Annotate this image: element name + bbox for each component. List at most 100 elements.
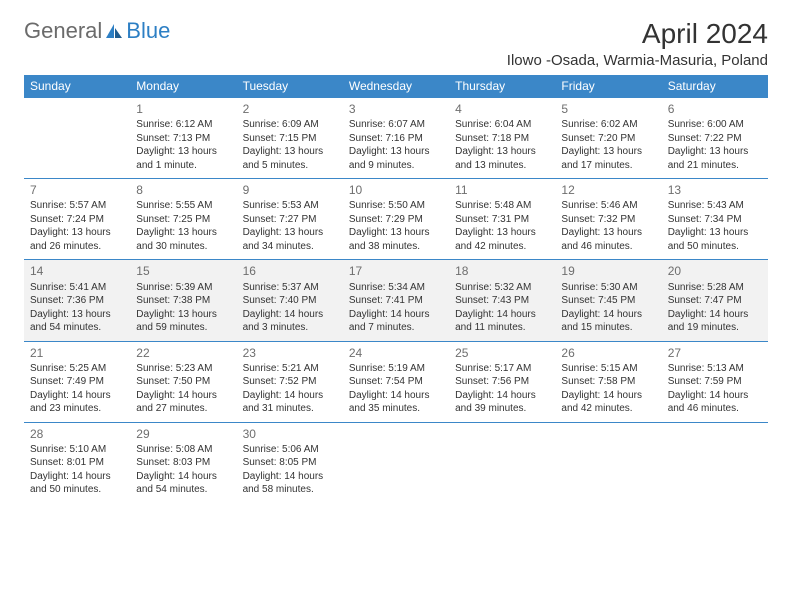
day-number: 27 bbox=[668, 345, 762, 361]
day-number: 25 bbox=[455, 345, 549, 361]
logo: General Blue bbox=[24, 18, 170, 44]
day-info-line: Sunrise: 5:46 AM bbox=[561, 199, 655, 213]
day-info-line: and 34 minutes. bbox=[243, 240, 337, 254]
weekday-header: Sunday bbox=[24, 75, 130, 98]
day-info-line: Sunrise: 5:08 AM bbox=[136, 443, 230, 457]
weekday-header: Saturday bbox=[662, 75, 768, 98]
day-info-line: Sunrise: 5:15 AM bbox=[561, 362, 655, 376]
day-number: 23 bbox=[243, 345, 337, 361]
day-info-line: Daylight: 14 hours bbox=[243, 389, 337, 403]
calendar-week-row: 14Sunrise: 5:41 AMSunset: 7:36 PMDayligh… bbox=[24, 260, 768, 341]
day-number: 5 bbox=[561, 101, 655, 117]
day-info-line: Sunset: 7:38 PM bbox=[136, 294, 230, 308]
day-info-line: Daylight: 14 hours bbox=[30, 389, 124, 403]
calendar-head: SundayMondayTuesdayWednesdayThursdayFrid… bbox=[24, 75, 768, 98]
day-info-line: and 54 minutes. bbox=[30, 321, 124, 335]
day-info-line: Daylight: 13 hours bbox=[30, 308, 124, 322]
calendar-day-cell: 20Sunrise: 5:28 AMSunset: 7:47 PMDayligh… bbox=[662, 260, 768, 341]
title-block: April 2024 Ilowo -Osada, Warmia-Masuria,… bbox=[507, 18, 768, 69]
day-info-line: Sunrise: 6:12 AM bbox=[136, 118, 230, 132]
calendar-body: 1Sunrise: 6:12 AMSunset: 7:13 PMDaylight… bbox=[24, 98, 768, 503]
day-number: 4 bbox=[455, 101, 549, 117]
day-info-line: and 58 minutes. bbox=[243, 483, 337, 497]
day-info-line: and 23 minutes. bbox=[30, 402, 124, 416]
calendar-day-cell: 23Sunrise: 5:21 AMSunset: 7:52 PMDayligh… bbox=[237, 341, 343, 422]
calendar-day-cell: 29Sunrise: 5:08 AMSunset: 8:03 PMDayligh… bbox=[130, 422, 236, 503]
day-info-line: and 3 minutes. bbox=[243, 321, 337, 335]
day-number: 14 bbox=[30, 263, 124, 279]
day-info-line: Sunset: 7:34 PM bbox=[668, 213, 762, 227]
calendar-day-cell: 30Sunrise: 5:06 AMSunset: 8:05 PMDayligh… bbox=[237, 422, 343, 503]
day-number: 7 bbox=[30, 182, 124, 198]
calendar-day-cell: 1Sunrise: 6:12 AMSunset: 7:13 PMDaylight… bbox=[130, 98, 236, 179]
day-number: 2 bbox=[243, 101, 337, 117]
day-info-line: Daylight: 14 hours bbox=[136, 470, 230, 484]
day-info-line: Daylight: 13 hours bbox=[349, 226, 443, 240]
day-info-line: Daylight: 14 hours bbox=[30, 470, 124, 484]
day-info-line: Sunrise: 5:57 AM bbox=[30, 199, 124, 213]
day-info-line: Sunrise: 5:13 AM bbox=[668, 362, 762, 376]
calendar-table: SundayMondayTuesdayWednesdayThursdayFrid… bbox=[24, 75, 768, 503]
calendar-day-cell: 16Sunrise: 5:37 AMSunset: 7:40 PMDayligh… bbox=[237, 260, 343, 341]
day-info-line: and 30 minutes. bbox=[136, 240, 230, 254]
day-info-line: Sunrise: 5:28 AM bbox=[668, 281, 762, 295]
weekday-header: Thursday bbox=[449, 75, 555, 98]
day-info-line: Sunrise: 5:23 AM bbox=[136, 362, 230, 376]
day-info-line: Daylight: 13 hours bbox=[668, 145, 762, 159]
day-info-line: Sunrise: 5:10 AM bbox=[30, 443, 124, 457]
day-info-line: and 42 minutes. bbox=[455, 240, 549, 254]
calendar-day-cell: 5Sunrise: 6:02 AMSunset: 7:20 PMDaylight… bbox=[555, 98, 661, 179]
calendar-day-cell bbox=[555, 422, 661, 503]
day-info-line: and 7 minutes. bbox=[349, 321, 443, 335]
day-info-line: Daylight: 13 hours bbox=[136, 145, 230, 159]
day-info-line: Sunset: 7:58 PM bbox=[561, 375, 655, 389]
day-info-line: Daylight: 14 hours bbox=[455, 389, 549, 403]
day-info-line: Sunset: 7:22 PM bbox=[668, 132, 762, 146]
day-info-line: Sunrise: 5:25 AM bbox=[30, 362, 124, 376]
calendar-day-cell: 13Sunrise: 5:43 AMSunset: 7:34 PMDayligh… bbox=[662, 179, 768, 260]
weekday-header: Monday bbox=[130, 75, 236, 98]
day-info-line: Daylight: 13 hours bbox=[243, 145, 337, 159]
day-info-line: Sunset: 7:54 PM bbox=[349, 375, 443, 389]
calendar-day-cell: 9Sunrise: 5:53 AMSunset: 7:27 PMDaylight… bbox=[237, 179, 343, 260]
calendar-day-cell: 3Sunrise: 6:07 AMSunset: 7:16 PMDaylight… bbox=[343, 98, 449, 179]
day-info-line: Daylight: 13 hours bbox=[136, 226, 230, 240]
day-info-line: and 9 minutes. bbox=[349, 159, 443, 173]
day-number: 29 bbox=[136, 426, 230, 442]
day-number: 17 bbox=[349, 263, 443, 279]
day-number: 21 bbox=[30, 345, 124, 361]
calendar-day-cell: 14Sunrise: 5:41 AMSunset: 7:36 PMDayligh… bbox=[24, 260, 130, 341]
day-info-line: Sunset: 7:49 PM bbox=[30, 375, 124, 389]
day-info-line: Sunset: 7:50 PM bbox=[136, 375, 230, 389]
day-info-line: and 54 minutes. bbox=[136, 483, 230, 497]
calendar-day-cell: 18Sunrise: 5:32 AMSunset: 7:43 PMDayligh… bbox=[449, 260, 555, 341]
day-info-line: Daylight: 13 hours bbox=[561, 226, 655, 240]
day-info-line: Sunset: 7:27 PM bbox=[243, 213, 337, 227]
calendar-week-row: 1Sunrise: 6:12 AMSunset: 7:13 PMDaylight… bbox=[24, 98, 768, 179]
day-info-line: Sunrise: 5:17 AM bbox=[455, 362, 549, 376]
day-info-line: Daylight: 14 hours bbox=[136, 389, 230, 403]
day-info-line: and 21 minutes. bbox=[668, 159, 762, 173]
day-info-line: and 50 minutes. bbox=[668, 240, 762, 254]
calendar-week-row: 7Sunrise: 5:57 AMSunset: 7:24 PMDaylight… bbox=[24, 179, 768, 260]
day-info-line: Daylight: 14 hours bbox=[668, 308, 762, 322]
day-info-line: Sunrise: 6:04 AM bbox=[455, 118, 549, 132]
day-info-line: Sunrise: 5:34 AM bbox=[349, 281, 443, 295]
day-info-line: Sunset: 7:31 PM bbox=[455, 213, 549, 227]
day-info-line: Sunset: 7:45 PM bbox=[561, 294, 655, 308]
day-number: 10 bbox=[349, 182, 443, 198]
calendar-day-cell: 6Sunrise: 6:00 AMSunset: 7:22 PMDaylight… bbox=[662, 98, 768, 179]
day-info-line: Sunrise: 5:06 AM bbox=[243, 443, 337, 457]
logo-text-general: General bbox=[24, 18, 102, 44]
day-info-line: Sunset: 7:59 PM bbox=[668, 375, 762, 389]
day-info-line: Sunset: 7:18 PM bbox=[455, 132, 549, 146]
calendar-day-cell bbox=[449, 422, 555, 503]
day-info-line: and 35 minutes. bbox=[349, 402, 443, 416]
day-number: 19 bbox=[561, 263, 655, 279]
calendar-day-cell: 7Sunrise: 5:57 AMSunset: 7:24 PMDaylight… bbox=[24, 179, 130, 260]
day-info-line: Sunset: 7:16 PM bbox=[349, 132, 443, 146]
calendar-day-cell: 2Sunrise: 6:09 AMSunset: 7:15 PMDaylight… bbox=[237, 98, 343, 179]
day-info-line: Daylight: 13 hours bbox=[455, 226, 549, 240]
day-info-line: Daylight: 13 hours bbox=[668, 226, 762, 240]
page-header: General Blue April 2024 Ilowo -Osada, Wa… bbox=[24, 18, 768, 69]
